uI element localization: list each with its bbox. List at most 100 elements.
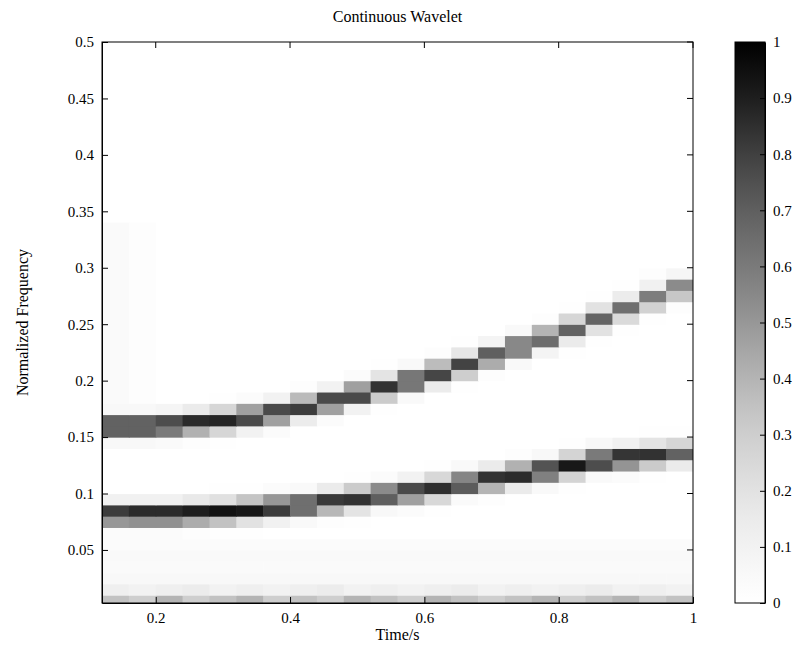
- heatmap-cell: [317, 268, 344, 280]
- y-tick-label: 0.2: [75, 373, 94, 389]
- heatmap-cell: [666, 516, 693, 528]
- heatmap-cell: [398, 369, 425, 381]
- heatmap-cell: [478, 324, 505, 336]
- heatmap-cell: [532, 561, 559, 573]
- heatmap-cell: [424, 448, 451, 460]
- heatmap-cell: [559, 550, 586, 562]
- x-tick: 0.4: [281, 597, 300, 626]
- heatmap-cell: [559, 392, 586, 404]
- heatmap-cell: [183, 550, 210, 562]
- heatmap-cell: [505, 268, 532, 280]
- heatmap-cell: [236, 234, 263, 246]
- heatmap-cell: [344, 573, 371, 585]
- heatmap-cell: [478, 516, 505, 528]
- heatmap-cell: [371, 324, 398, 336]
- heatmap-cell: [666, 268, 693, 280]
- heatmap-cell: [559, 494, 586, 506]
- heatmap-cell: [263, 550, 290, 562]
- heatmap-cell: [639, 279, 666, 291]
- y-tick-mark-right: [687, 493, 693, 494]
- heatmap-cell: [236, 403, 263, 415]
- heatmap-cell: [317, 527, 344, 539]
- heatmap-cell: [586, 561, 613, 573]
- heatmap-cell: [451, 482, 478, 494]
- heatmap-cell: [451, 471, 478, 483]
- heatmap-cell: [156, 448, 183, 460]
- heatmap-cell: [156, 392, 183, 404]
- x-tick: 0.6: [415, 597, 434, 626]
- heatmap-cell: [263, 381, 290, 393]
- heatmap-cell: [156, 369, 183, 381]
- heatmap-cell: [666, 392, 693, 404]
- heatmap-cell: [183, 573, 210, 585]
- heatmap-cell: [666, 573, 693, 585]
- heatmap-cell: [532, 369, 559, 381]
- heatmap-cell: [290, 381, 317, 393]
- y-tick-mark: [102, 155, 108, 156]
- heatmap-cell: [532, 584, 559, 596]
- heatmap-cell: [290, 268, 317, 280]
- heatmap-cell: [290, 392, 317, 404]
- y-tick-mark: [102, 98, 108, 99]
- heatmap-cell: [559, 313, 586, 325]
- x-tick-label: 0.2: [147, 610, 166, 626]
- heatmap-cell: [102, 245, 129, 257]
- heatmap-cell: [478, 426, 505, 438]
- right-ticks: [687, 42, 693, 550]
- heatmap-cell: [586, 595, 613, 603]
- heatmap-cell: [478, 256, 505, 268]
- heatmap-cell: [639, 392, 666, 404]
- heatmap-cell: [612, 448, 639, 460]
- heatmap-cell: [236, 414, 263, 426]
- heatmap-cell: [236, 392, 263, 404]
- heatmap-cell: [183, 539, 210, 551]
- heatmap-cell: [559, 426, 586, 438]
- heatmap-cell: [559, 460, 586, 472]
- heatmap-cell: [532, 595, 559, 603]
- heatmap-cell: [371, 302, 398, 314]
- heatmap-cell: [263, 347, 290, 359]
- heatmap-cell: [209, 234, 236, 246]
- heatmap-cell: [183, 335, 210, 347]
- heatmap-cell: [209, 448, 236, 460]
- heatmap-cell: [156, 290, 183, 302]
- heatmap-cell: [451, 302, 478, 314]
- heatmap-cell: [451, 516, 478, 528]
- colorbar-tick-label: 0.5: [773, 315, 792, 331]
- heatmap-cell: [478, 358, 505, 370]
- heatmap-cell: [344, 347, 371, 359]
- heatmap-cell: [639, 335, 666, 347]
- heatmap-cell: [236, 482, 263, 494]
- heatmap-cell: [344, 245, 371, 257]
- heatmap-cell: [290, 516, 317, 528]
- plot-background: [102, 42, 693, 603]
- heatmap-cell: [344, 358, 371, 370]
- heatmap-cell: [156, 302, 183, 314]
- heatmap-cell: [478, 561, 505, 573]
- heatmap-cell: [612, 369, 639, 381]
- heatmap-cell: [398, 494, 425, 506]
- heatmap-cell: [183, 313, 210, 325]
- x-tick-label: 0.4: [281, 610, 300, 626]
- heatmap-cell: [505, 324, 532, 336]
- heatmap-cell: [263, 539, 290, 551]
- heatmap-cell: [290, 584, 317, 596]
- heatmap-cell: [424, 561, 451, 573]
- heatmap-cell: [371, 358, 398, 370]
- heatmap-cell: [559, 324, 586, 336]
- heatmap-cell: [666, 414, 693, 426]
- heatmap-cell: [586, 494, 613, 506]
- heatmap-cell: [586, 335, 613, 347]
- heatmap-cell: [559, 584, 586, 596]
- heatmap-cell: [183, 448, 210, 460]
- heatmap-cell: [317, 448, 344, 460]
- heatmap-cell: [209, 223, 236, 235]
- heatmap-cell: [639, 268, 666, 280]
- heatmap-cell: [451, 539, 478, 551]
- heatmap-cell: [290, 550, 317, 562]
- heatmap-cell: [666, 256, 693, 268]
- heatmap-cell: [559, 335, 586, 347]
- heatmap-cell: [398, 437, 425, 449]
- heatmap-cell: [156, 426, 183, 438]
- heatmap-cell: [263, 335, 290, 347]
